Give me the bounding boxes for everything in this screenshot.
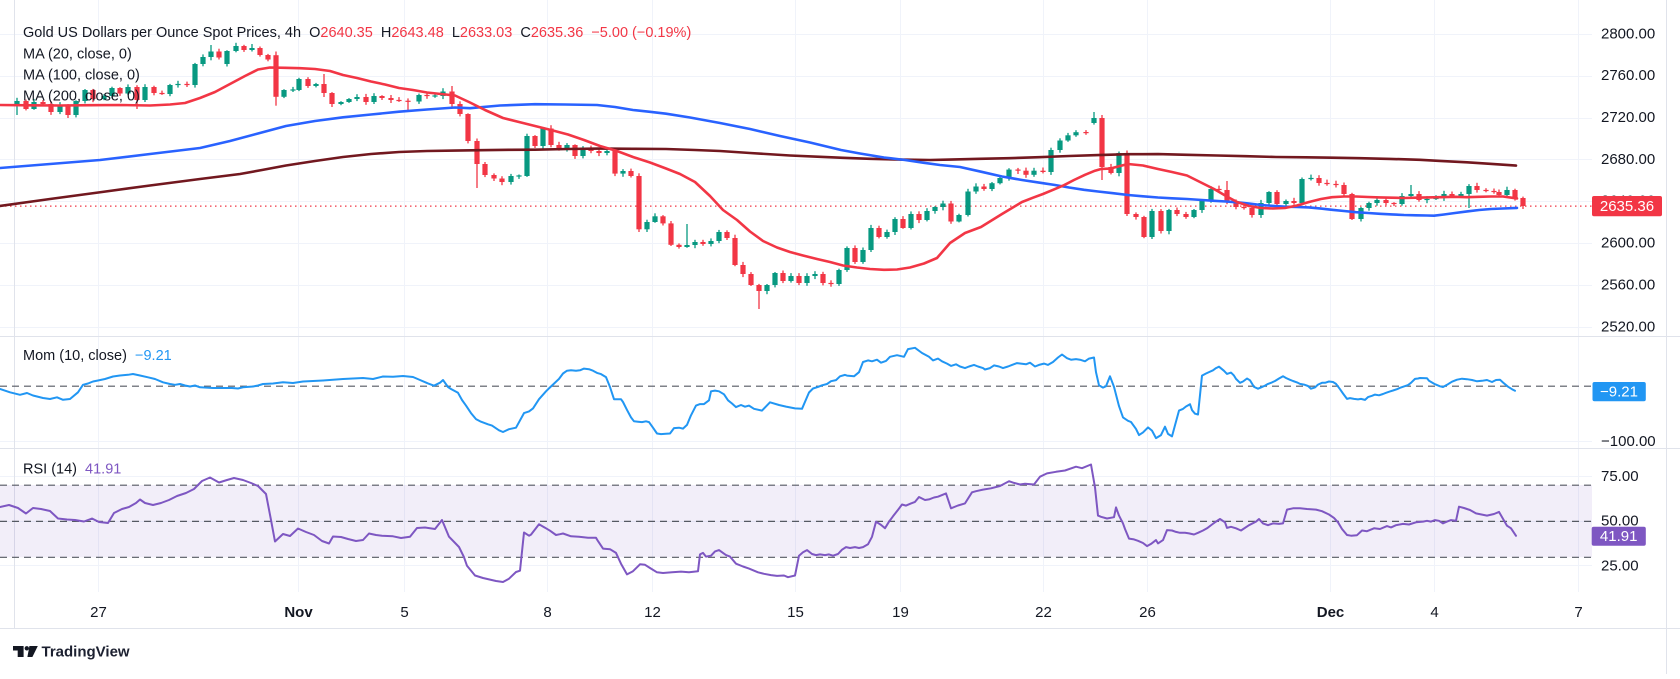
svg-text:2600.00: 2600.00 bbox=[1601, 235, 1655, 252]
svg-text:5: 5 bbox=[400, 604, 408, 621]
svg-text:2720.00: 2720.00 bbox=[1601, 109, 1655, 126]
svg-text:15: 15 bbox=[787, 604, 804, 621]
svg-text:19: 19 bbox=[892, 604, 909, 621]
svg-text:50.00: 50.00 bbox=[1601, 513, 1639, 530]
svg-text:75.00: 75.00 bbox=[1601, 468, 1639, 485]
svg-text:2520.00: 2520.00 bbox=[1601, 318, 1655, 335]
svg-text:2560.00: 2560.00 bbox=[1601, 276, 1655, 293]
svg-text:−9.21: −9.21 bbox=[1600, 383, 1638, 400]
svg-text:41.91: 41.91 bbox=[1600, 528, 1638, 545]
svg-text:7: 7 bbox=[1574, 604, 1582, 621]
svg-text:2635.36: 2635.36 bbox=[1600, 198, 1654, 215]
svg-text:Nov: Nov bbox=[284, 604, 313, 621]
svg-text:12: 12 bbox=[644, 604, 661, 621]
svg-text:27: 27 bbox=[90, 604, 107, 621]
svg-text:RSI (14) 41.91: RSI (14) 41.91 bbox=[23, 462, 121, 478]
svg-text:MA (200, close, 0): MA (200, close, 0) bbox=[23, 89, 140, 105]
svg-text:MA (100, close, 0): MA (100, close, 0) bbox=[23, 68, 140, 84]
svg-text:2760.00: 2760.00 bbox=[1601, 67, 1655, 84]
svg-text:MA (20, close, 0): MA (20, close, 0) bbox=[23, 47, 132, 63]
svg-text:TradingView: TradingView bbox=[42, 644, 130, 661]
svg-text:8: 8 bbox=[543, 604, 551, 621]
svg-text:Dec: Dec bbox=[1317, 604, 1345, 621]
svg-text:4: 4 bbox=[1430, 604, 1438, 621]
svg-text:26: 26 bbox=[1139, 604, 1156, 621]
svg-text:25.00: 25.00 bbox=[1601, 557, 1639, 574]
svg-text:22: 22 bbox=[1035, 604, 1052, 621]
svg-text:−100.00: −100.00 bbox=[1601, 433, 1656, 450]
svg-text:Gold US Dollars per Ounce Spot: Gold US Dollars per Ounce Spot Prices, 4… bbox=[23, 25, 691, 41]
svg-text:Mom (10, close) −9.21: Mom (10, close) −9.21 bbox=[23, 348, 172, 364]
svg-text:2800.00: 2800.00 bbox=[1601, 25, 1655, 42]
svg-text:2680.00: 2680.00 bbox=[1601, 151, 1655, 168]
